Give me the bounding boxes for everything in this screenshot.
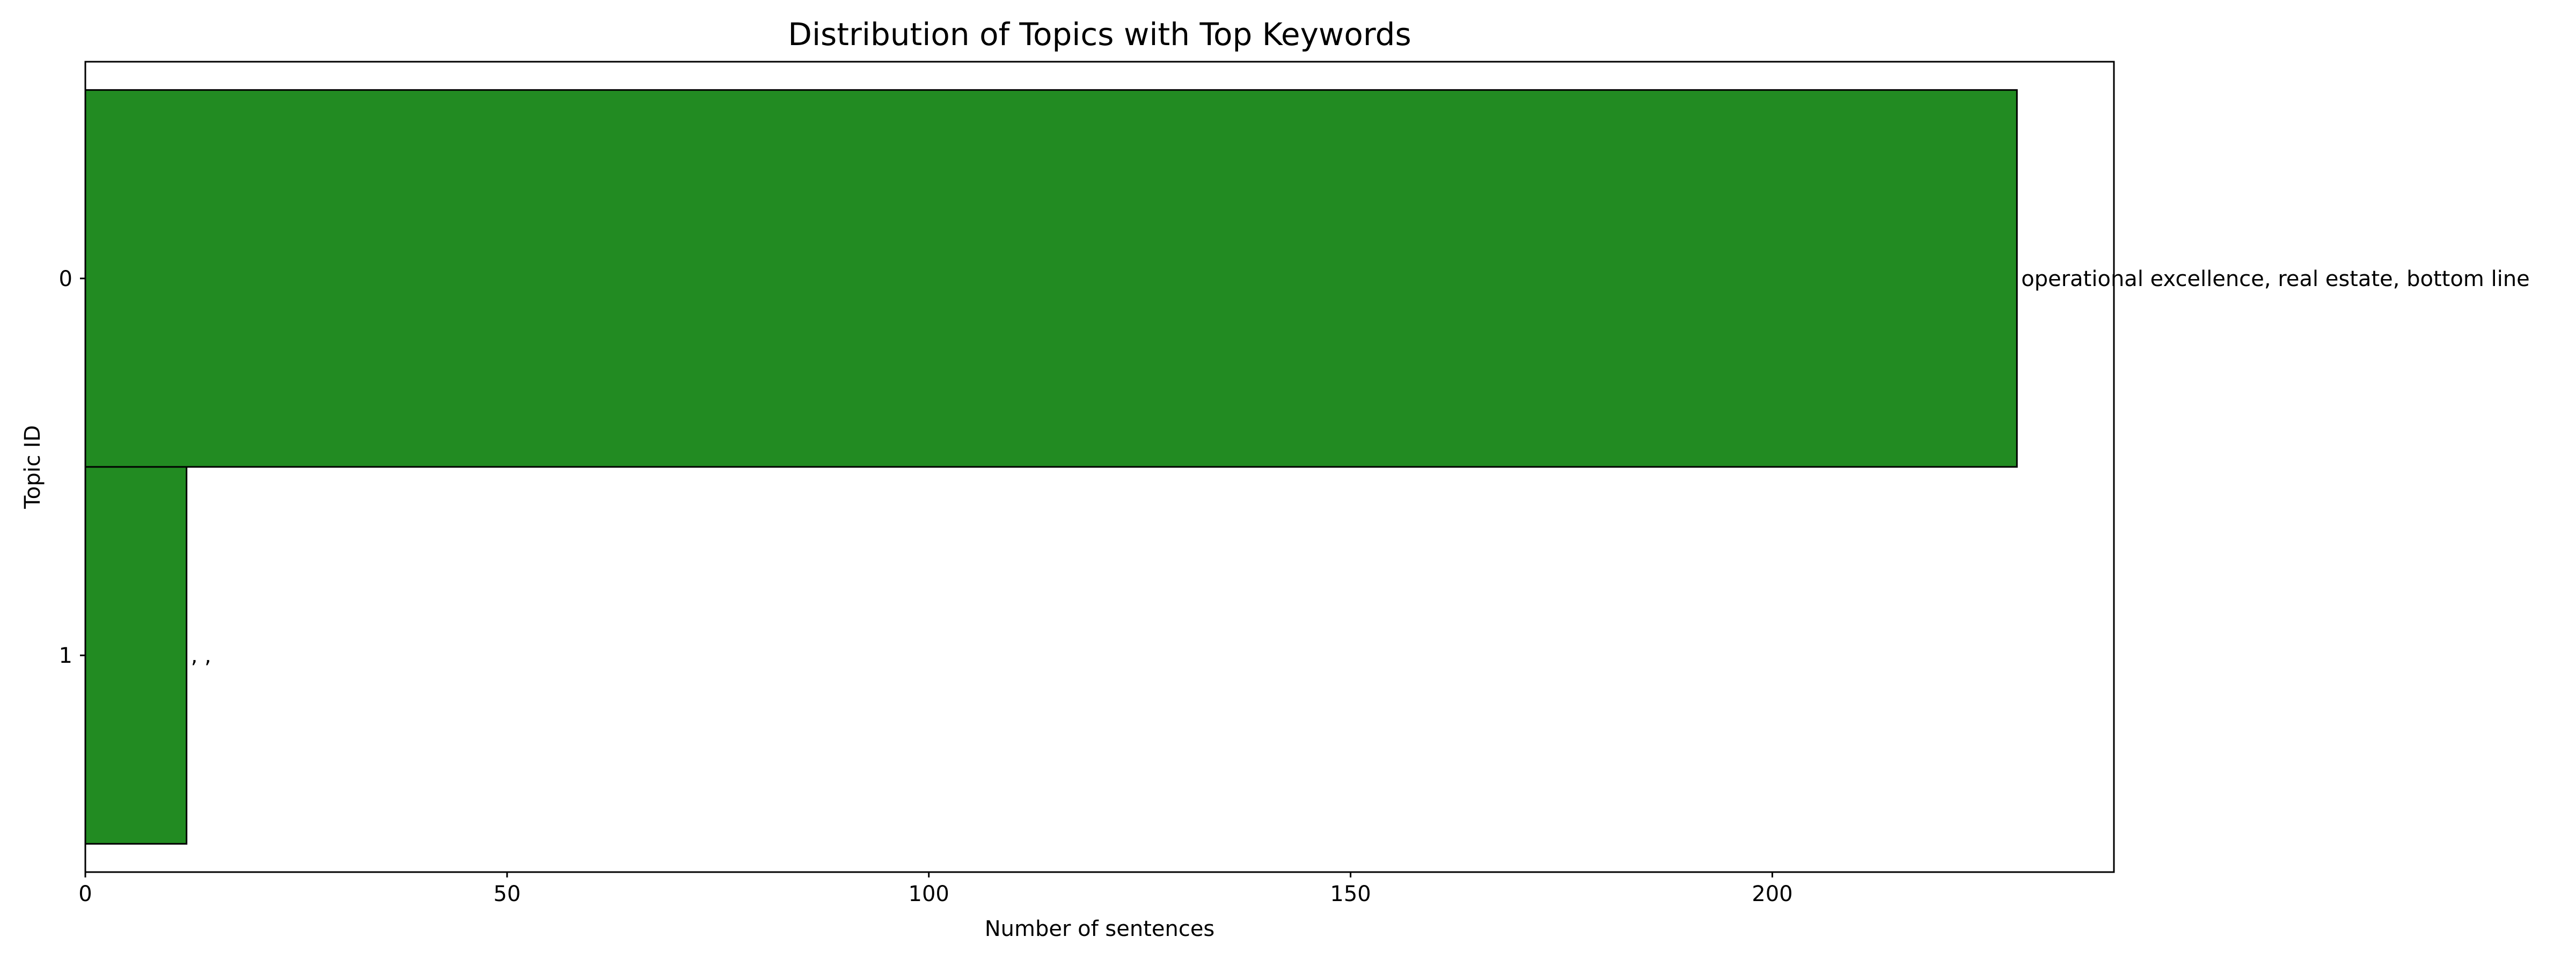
plot-frame — [84, 61, 2115, 873]
x-tick-label: 150 — [1330, 882, 1371, 906]
bar-label-topic-1: , , — [191, 643, 211, 668]
bar-labels-layer: operational excellence, real estate, bot… — [191, 267, 2530, 668]
y-axis-label: Topic ID — [20, 425, 45, 509]
x-ticks-layer: 0 50 100 150 200 — [78, 872, 1793, 906]
bar-topic-1 — [84, 466, 188, 845]
bar-topic-0 — [84, 89, 2018, 468]
y-tick-label: 0 — [59, 267, 72, 291]
bar-label-topic-0: operational excellence, real estate, bot… — [2021, 267, 2530, 291]
x-tick-label: 50 — [493, 882, 521, 906]
x-tick-label: 100 — [909, 882, 949, 906]
x-tick-label: 0 — [78, 882, 92, 906]
bars-layer — [84, 89, 2018, 845]
x-axis-label: Number of sentences — [985, 917, 1215, 941]
chart-title: Distribution of Topics with Top Keywords — [788, 16, 1411, 53]
y-ticks-layer: 01 — [59, 267, 85, 668]
y-tick-label: 1 — [59, 643, 72, 668]
x-tick-label: 200 — [1752, 882, 1792, 906]
